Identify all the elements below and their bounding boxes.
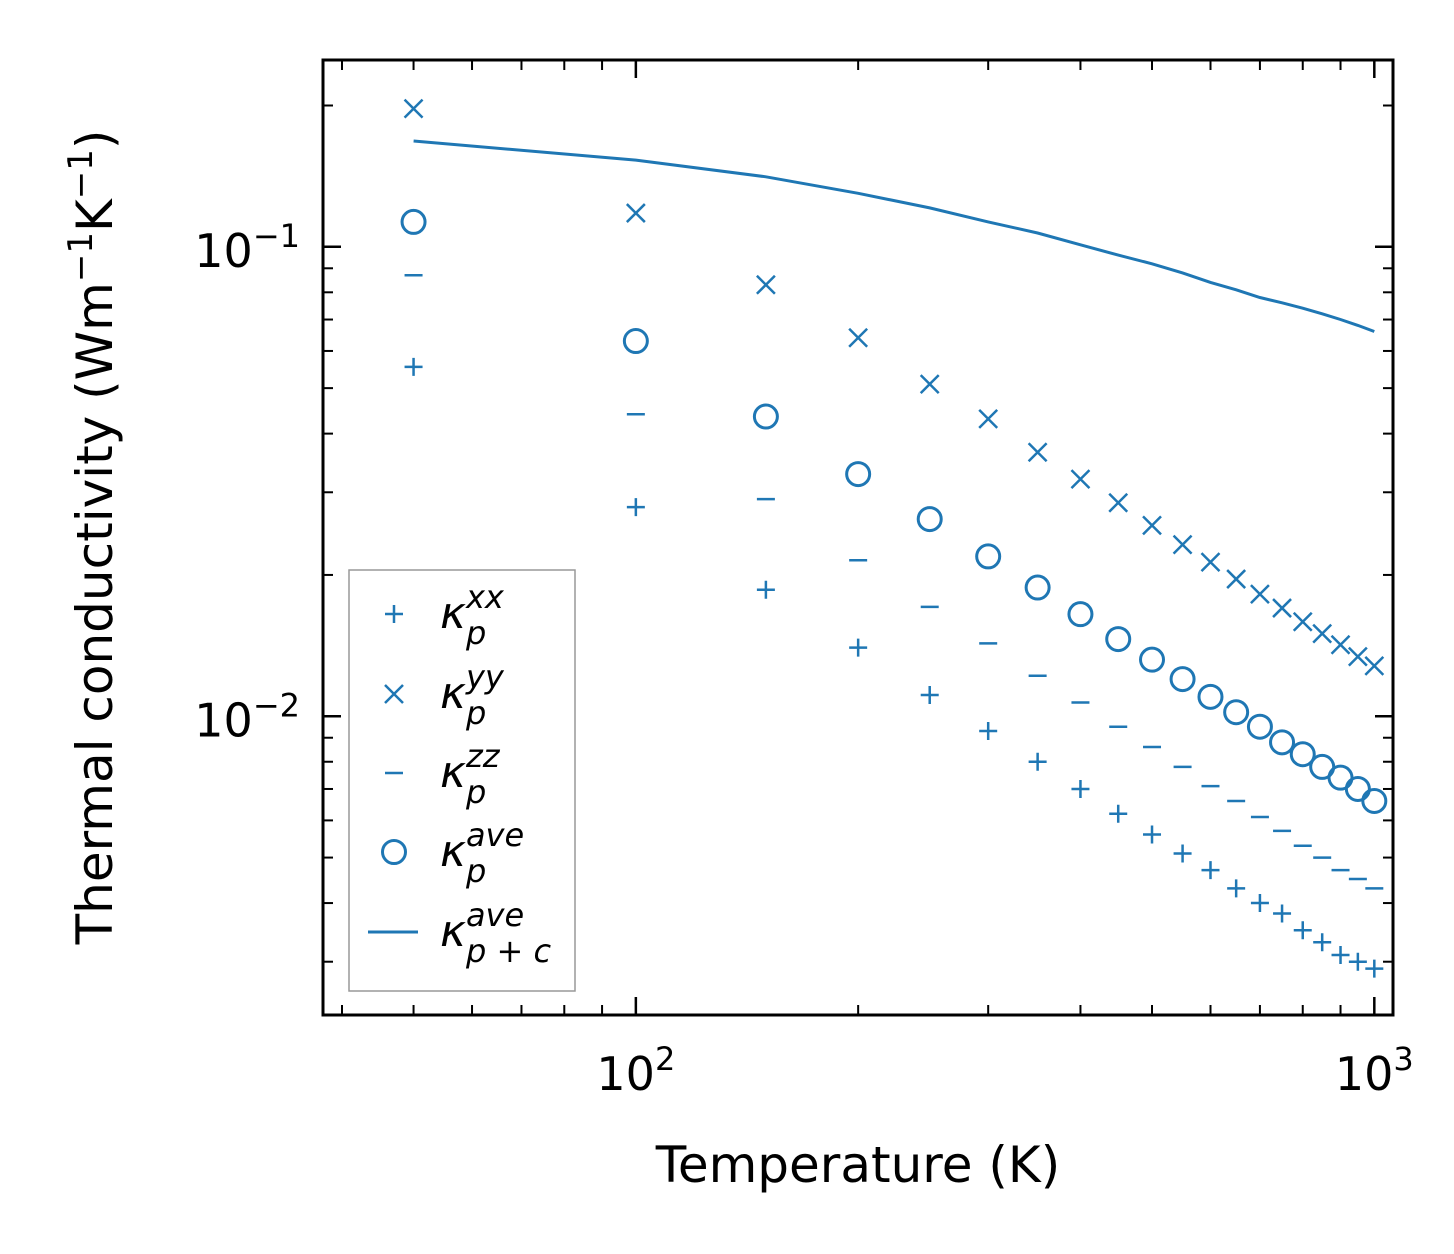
series-3-circle-point [1197,683,1224,710]
series-3-circle-point [1139,646,1166,673]
series-1-x-point [1292,611,1313,632]
series-3-circle-point [400,208,427,235]
axis-ticks [323,60,1393,1015]
series-0-plus-point [756,580,775,599]
series-3-circle-point [1105,626,1132,653]
tick-labels: 102 103 10−2 10−1 [194,217,1413,1101]
series-0-plus-point [1313,933,1332,952]
series-3-circle-point [916,506,943,533]
series-1-x-point [625,203,646,223]
y-axis-label: Thermal conductivity (Wm−1K−1) [61,130,124,946]
series-kappa-p+c-ave-line [413,139,1375,333]
series-0-plus-point [1201,861,1220,880]
x-tick-label: 102 [596,1040,675,1101]
series-0-plus-point [1250,894,1269,913]
series-3-circle-point [752,403,779,430]
legend-circle-marker [381,839,407,865]
series-0-plus-point [1365,959,1384,978]
series-1-x-point [1364,656,1385,676]
series-0-plus-point [1227,879,1246,898]
legend-entry-label: κzz p [440,737,501,811]
series-1-x-point [919,374,940,394]
series-1-x-point [1200,552,1221,572]
series-1-x-point [1272,598,1292,618]
y-tick-label: 10−2 [194,686,300,747]
series-0-plus-point [1143,825,1162,844]
x-tick-label: 103 [1335,1040,1414,1101]
series-0-plus-point [1028,752,1047,771]
series-3-circle-point [622,328,649,355]
series-0-plus-point [1348,952,1367,971]
series-3-circle-point [1246,713,1273,740]
series-1-x-point [403,98,424,119]
series-0-plus-point [1293,921,1312,940]
series-3-circle-point [1223,699,1250,726]
series-3-circle-point [845,461,872,488]
series-3-circle-point [1024,574,1051,601]
series-0-plus-point [1173,844,1192,863]
series-0-plus-point [1331,946,1350,965]
series-1-x-point [1312,623,1333,644]
series-1-x-point [978,408,999,429]
series-0-plus-point [404,357,423,376]
series-1-x-point [1250,584,1270,605]
series-0-plus-point [626,498,645,517]
legend-entry-label: κave p [440,816,524,890]
x-axis-label: Temperature (K) [655,1136,1060,1194]
legend-entry-label: κyy p [440,658,505,732]
legend-box [348,569,576,992]
legend-x-marker [384,684,404,704]
series-1-x-point [1142,515,1162,536]
series-1-x-point [1108,492,1129,513]
series-3-circle-point [1289,741,1316,768]
series-1-x-point [756,274,776,295]
series-0-plus-point [849,638,868,657]
series-1-x-point [1070,469,1091,489]
series-3-circle-point [1361,787,1388,814]
series-3-circle-point [1067,601,1094,628]
series-0-plus-point [1273,904,1292,923]
series-1-x-point [1172,534,1193,555]
series-3-circle-point [1269,729,1296,756]
series-0-plus-point [979,722,998,741]
legend-plus-marker [385,605,403,623]
series-0-plus-point [1071,779,1090,798]
series-1-x-point [848,327,869,348]
series-1-x-point [1027,442,1048,463]
series-1-x-point [1226,569,1247,589]
plot-marks [400,98,1388,978]
series-1-x-point [1330,634,1351,655]
series-0-plus-point [1109,804,1128,823]
legend-entry-label: κave p + c [440,896,551,970]
series-1-x-point [1347,646,1368,667]
series-3-circle-point [1169,666,1196,693]
y-tick-label: 10−1 [194,217,300,278]
series-0-plus-point [920,685,939,704]
legend-entry-label: κxx p [440,578,505,652]
series-3-circle-point [975,543,1002,570]
